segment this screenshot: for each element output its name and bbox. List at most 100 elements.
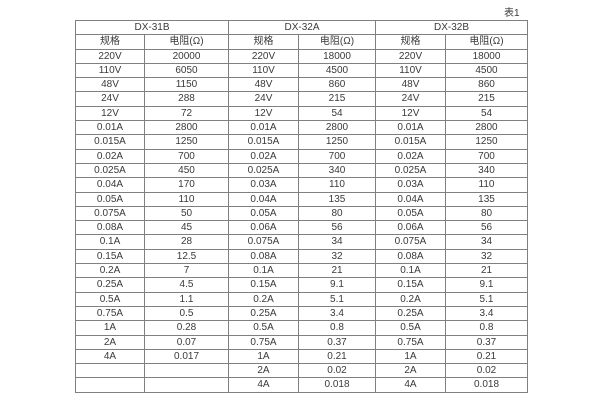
table-cell: 1150	[144, 77, 229, 93]
table-row: 4A 0.018 4A 0.018	[75, 377, 528, 393]
table-head: DX-31B DX-32A DX-32B 规格 电阻(Ω) 规格 电阻(Ω) 规格 电阻(Ω)	[75, 19, 528, 50]
table-cell: 0.02	[445, 363, 528, 379]
table-cell: 2A	[75, 334, 145, 350]
table-row: 1A 0.28 0.5A 0.8 0.5A 0.8	[75, 320, 528, 336]
table-cell	[75, 377, 145, 393]
table-cell: 5.1	[445, 291, 528, 307]
table-cell: 220V	[375, 48, 446, 64]
table-cell: 4A	[228, 377, 299, 393]
table-row: 0.015A 1250 0.015A 1250 0.015A 1250	[75, 134, 528, 150]
table-cell: 5.1	[298, 291, 376, 307]
table-cell: 32	[298, 248, 376, 265]
table-cell: 72	[144, 105, 229, 122]
table-cell: 215	[298, 91, 376, 107]
table-cell: 860	[298, 77, 376, 93]
column-header: 电阻(Ω)	[144, 34, 229, 50]
table-cell: 0.018	[298, 377, 376, 393]
table-cell: 110V	[75, 62, 145, 79]
table-cell: 0.15A	[75, 248, 145, 265]
table-row: 0.02A 700 0.02A 700 0.02A 700	[75, 148, 528, 164]
table-cell: 0.75A	[375, 334, 446, 350]
table-body: 220V 20000 220V 18000 220V 18000 110V 6050 110V 4…	[75, 48, 528, 393]
table-cell: 0.02A	[375, 148, 446, 164]
table-cell: 48V	[375, 77, 446, 93]
table-cell: 1A	[75, 320, 145, 336]
table-cell: 0.28	[144, 320, 229, 336]
table-row: 0.075A 50 0.05A 80 0.05A 80	[75, 205, 528, 222]
table-cell: 110V	[375, 62, 446, 79]
table-cell: 0.2A	[75, 263, 145, 279]
table-cell: 0.015A	[75, 134, 145, 150]
table-cell: 0.017	[144, 348, 229, 365]
table-cell: 0.75A	[75, 305, 145, 322]
table-cell: 56	[445, 220, 528, 236]
table-cell: 0.06A	[228, 220, 299, 236]
table-cell: 1250	[298, 134, 376, 150]
table-cell: 0.1A	[75, 234, 145, 250]
table-cell: 54	[445, 105, 528, 122]
table-cell: 12V	[375, 105, 446, 122]
table-cell	[75, 363, 145, 379]
table-row: 0.05A 110 0.04A 135 0.04A 135	[75, 191, 528, 207]
table-cell	[144, 377, 229, 393]
column-header: 规格	[375, 34, 446, 50]
table-cell: 0.07	[144, 334, 229, 350]
table-cell: 7	[144, 263, 229, 279]
table-cell: 1A	[228, 348, 299, 365]
table-cell: 2A	[228, 363, 299, 379]
table-cell: 0.8	[298, 320, 376, 336]
table-cell: 0.2A	[375, 291, 446, 307]
column-header: 规格	[228, 34, 299, 50]
table-cell: 0.05A	[75, 191, 145, 207]
table-cell: 0.04A	[75, 177, 145, 193]
table-row: 2A 0.07 0.75A 0.37 0.75A 0.37	[75, 334, 528, 350]
group-header-row: DX-31B DX-32A DX-32B	[75, 19, 528, 36]
table-cell: 860	[445, 77, 528, 93]
group-header: DX-32B	[375, 19, 528, 36]
table-cell: 0.08A	[75, 220, 145, 236]
table-cell: 0.01A	[375, 120, 446, 136]
table-row: 0.01A 2800 0.01A 2800 0.01A 2800	[75, 120, 528, 136]
group-header: DX-32A	[228, 19, 376, 36]
table-cell: 0.15A	[228, 277, 299, 293]
table-cell: 80	[445, 205, 528, 222]
table-cell: 34	[445, 234, 528, 250]
table-cell: 0.75A	[228, 334, 299, 350]
table-cell: 0.15A	[375, 277, 446, 293]
table-cell: 18000	[445, 48, 528, 64]
table-cell: 0.02A	[228, 148, 299, 164]
table-cell: 0.1A	[375, 263, 446, 279]
table-cell: 12V	[228, 105, 299, 122]
table-cell: 20000	[144, 48, 229, 64]
table-cell: 2A	[375, 363, 446, 379]
table-cell: 0.25A	[228, 305, 299, 322]
table-cell: 2800	[445, 120, 528, 136]
table-row: 110V 6050 110V 4500 110V 4500	[75, 62, 528, 79]
table-row: 12V 72 12V 54 12V 54	[75, 105, 528, 122]
table-cell: 18000	[298, 48, 376, 64]
table-row: 0.04A 170 0.03A 110 0.03A 110	[75, 177, 528, 193]
table-cell: 0.08A	[228, 248, 299, 265]
table-row: 0.08A 45 0.06A 56 0.06A 56	[75, 220, 528, 236]
table-cell: 215	[445, 91, 528, 107]
table-cell: 0.08A	[375, 248, 446, 265]
column-header: 规格	[75, 34, 145, 50]
table-cell: 110V	[228, 62, 299, 79]
table-cell: 0.05A	[375, 205, 446, 222]
table-row: 0.025A 450 0.025A 340 0.025A 340	[75, 162, 528, 179]
table-cell: 700	[144, 148, 229, 164]
table-cell: 0.04A	[375, 191, 446, 207]
table-cell: 0.03A	[375, 177, 446, 193]
table-cell: 0.03A	[228, 177, 299, 193]
table-cell: 21	[298, 263, 376, 279]
table-row: 0.75A 0.5 0.25A 3.4 0.25A 3.4	[75, 305, 528, 322]
table-cell: 50	[144, 205, 229, 222]
table-cell: 0.1A	[228, 263, 299, 279]
table-cell: 0.015A	[375, 134, 446, 150]
table-cell: 34	[298, 234, 376, 250]
table-cell: 6050	[144, 62, 229, 79]
column-header: 电阻(Ω)	[445, 34, 528, 50]
table-row: 0.2A 7 0.1A 21 0.1A 21	[75, 263, 528, 279]
table-cell: 0.2A	[228, 291, 299, 307]
table-cell: 48V	[75, 77, 145, 93]
